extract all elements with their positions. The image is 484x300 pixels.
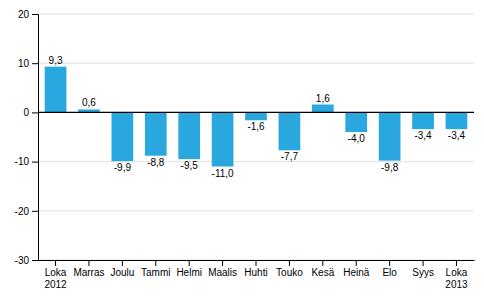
x-tick: Maalis xyxy=(208,260,237,278)
y-tick-mark xyxy=(32,112,38,113)
bar xyxy=(145,112,167,155)
y-tick-mark xyxy=(32,63,38,64)
data-label: -11,0 xyxy=(212,168,234,179)
y-tick-label: 10 xyxy=(18,58,30,69)
x-tick-label: Syys xyxy=(412,267,434,278)
y-tick: -30 xyxy=(15,255,38,266)
x-tick: Tammi xyxy=(141,260,170,278)
data-label: 1,6 xyxy=(316,93,330,104)
grid xyxy=(38,14,474,260)
x-tick-label: Helmi xyxy=(176,267,202,278)
data-label: -9,8 xyxy=(381,162,399,173)
y-tick-label: -10 xyxy=(15,156,30,167)
grid-line xyxy=(38,14,474,15)
x-tick-mark xyxy=(322,260,323,266)
x-tick-mark xyxy=(456,260,457,266)
x-tick: Touko xyxy=(276,260,303,278)
data-label: -9,5 xyxy=(181,160,199,171)
y-tick: 0 xyxy=(23,107,38,118)
x-tick: Loka2012 xyxy=(44,260,67,290)
x-tick-mark xyxy=(256,260,257,266)
x-tick-label: Maalis xyxy=(208,267,237,278)
y-tick-mark xyxy=(32,211,38,212)
x-tick-mark xyxy=(155,260,156,266)
grid-line xyxy=(38,63,474,64)
bar xyxy=(446,112,468,129)
x-tick-mark xyxy=(356,260,357,266)
x-tick-label: Kesä xyxy=(311,267,334,278)
data-label: 0,6 xyxy=(82,97,96,108)
grid-line xyxy=(38,112,474,113)
y-tick-mark xyxy=(32,162,38,163)
y-tick: 10 xyxy=(18,58,38,69)
x-tick: Helmi xyxy=(176,260,202,278)
data-label: -1,6 xyxy=(247,121,265,132)
x-tick-label: Touko xyxy=(276,267,303,278)
x-tick-mark xyxy=(289,260,290,266)
y-tick: 20 xyxy=(18,9,38,20)
x-tick-mark xyxy=(423,260,424,266)
y-tick-label: -20 xyxy=(15,206,30,217)
y-tick-label: -30 xyxy=(15,255,30,266)
x-tick-mark xyxy=(122,260,123,266)
bar xyxy=(345,112,367,132)
x-tick: Loka2013 xyxy=(445,260,468,290)
bar xyxy=(312,105,334,113)
y-tick: -10 xyxy=(15,156,38,167)
x-tick-label: Loka2012 xyxy=(44,267,67,290)
x-tick-label: Huhti xyxy=(244,267,267,278)
x-tick: Syys xyxy=(412,260,434,278)
y-tick-label: 0 xyxy=(23,107,29,118)
bar xyxy=(178,112,200,159)
y-axis: -30 -20 -10 0 10 20 xyxy=(15,9,39,266)
x-tick-mark xyxy=(222,260,223,266)
data-labels: 9,3 0,6 -9,9 -8,8 -9,5 -11,0 -1,6 -7,7 1,6 -4,0 -9… xyxy=(49,55,466,179)
y-axis-line xyxy=(32,15,39,261)
x-tick: Elo xyxy=(382,260,397,278)
grid-line xyxy=(38,161,474,162)
data-label: -8,8 xyxy=(147,157,165,168)
grid-line xyxy=(38,210,474,211)
x-tick-mark xyxy=(88,260,89,266)
x-tick: Huhti xyxy=(244,260,267,278)
x-tick-mark xyxy=(389,260,390,266)
bar xyxy=(412,112,434,129)
x-tick: Marras xyxy=(73,260,104,278)
data-label: 9,3 xyxy=(49,55,63,66)
data-label: -3,4 xyxy=(414,130,432,141)
x-tick-label: Marras xyxy=(73,267,104,278)
x-tick-label: Heinä xyxy=(343,267,370,278)
x-tick: Kesä xyxy=(311,260,334,278)
x-tick-label: Elo xyxy=(382,267,397,278)
bar xyxy=(245,112,267,120)
data-label: -3,4 xyxy=(448,130,466,141)
y-tick: -20 xyxy=(15,206,38,217)
x-tick-label: Loka2013 xyxy=(445,267,468,290)
chart: -30 -20 -10 0 10 20 Loka2012 Marras Joulu Tammi He… xyxy=(0,0,484,300)
data-label: -4,0 xyxy=(348,133,366,144)
x-tick-label: Joulu xyxy=(110,267,134,278)
x-tick-mark xyxy=(55,260,56,266)
bar xyxy=(379,112,401,160)
bar xyxy=(212,112,234,166)
data-label: -9,9 xyxy=(114,162,132,173)
bars xyxy=(45,67,468,167)
zero-line xyxy=(38,112,474,113)
data-label: -7,7 xyxy=(281,151,299,162)
bar xyxy=(45,67,67,113)
x-tick-mark xyxy=(189,260,190,266)
bar xyxy=(279,112,301,150)
y-tick-mark xyxy=(32,14,38,15)
x-tick: Heinä xyxy=(343,260,370,278)
y-tick-label: 20 xyxy=(18,9,30,20)
x-tick: Joulu xyxy=(110,260,134,278)
x-axis: Loka2012 Marras Joulu Tammi Helmi Maalis Huhti… xyxy=(39,260,475,290)
y-tick-mark xyxy=(32,260,38,261)
x-tick-label: Tammi xyxy=(141,267,170,278)
bar xyxy=(112,112,134,161)
